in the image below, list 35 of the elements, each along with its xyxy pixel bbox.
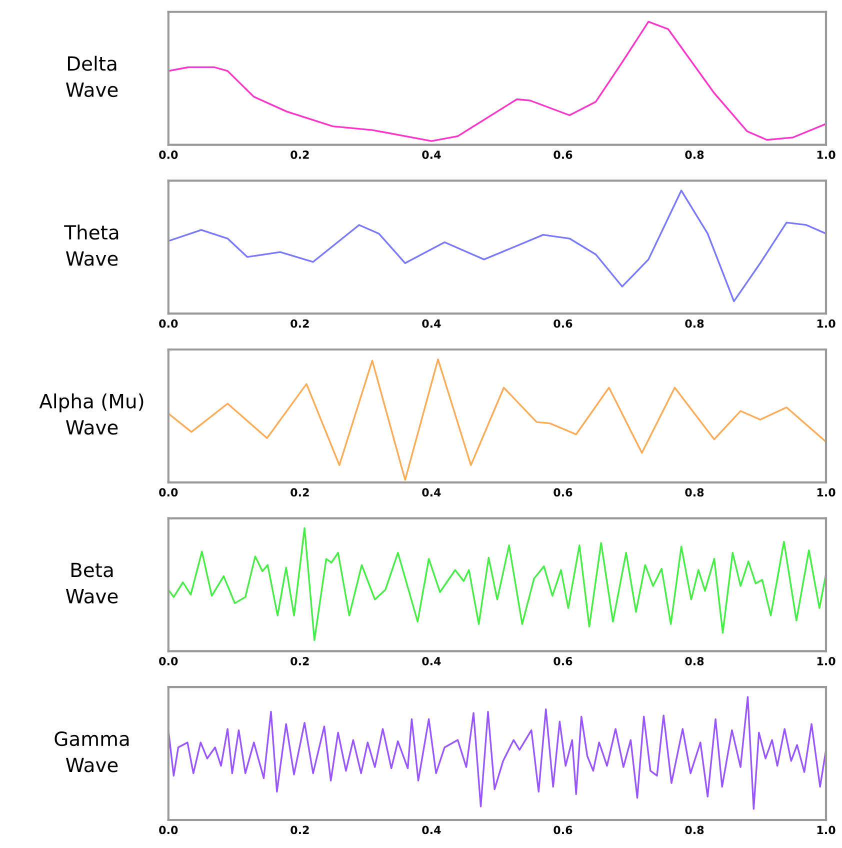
x-tick-label: 1.0: [817, 150, 836, 159]
x-tick-label: 0.2: [290, 656, 309, 666]
x-tick-label: 0.8: [685, 319, 704, 328]
y-axis-title: Alpha (Mu) Wave: [39, 393, 144, 435]
x-tick-label: 0.6: [554, 319, 572, 328]
x-tick-label: 0.2: [290, 488, 309, 497]
x-tick-label: 0.6: [554, 488, 572, 497]
x-tick-label: 1.0: [817, 488, 836, 497]
x-tick-label: 0.4: [422, 319, 441, 328]
x-tick-label: 0.6: [554, 826, 572, 834]
x-tick-label: 0.4: [422, 656, 441, 666]
x-tick-label: 0.2: [290, 319, 309, 328]
x-tick-label: 1.0: [817, 656, 836, 666]
y-axis-title: Beta Wave: [66, 562, 118, 604]
x-tick-label: 1.0: [817, 826, 836, 834]
x-tick-label: 0.0: [159, 319, 178, 328]
x-tick-label: 0.0: [159, 826, 178, 834]
x-tick-label: 0.8: [685, 488, 704, 497]
x-tick-label: 0.8: [685, 150, 704, 159]
x-tick-label: 0.8: [685, 656, 704, 666]
x-tick-label: 0.2: [290, 150, 309, 159]
y-axis-title: Theta Wave: [64, 224, 118, 266]
x-tick-label: 0.8: [685, 826, 704, 834]
x-tick-label: 0.4: [422, 150, 441, 159]
x-tick-label: 0.6: [554, 656, 572, 666]
y-axis-title: Delta Wave: [66, 56, 118, 98]
x-tick-label: 0.6: [554, 150, 572, 159]
x-tick-label: 1.0: [817, 319, 836, 328]
x-tick-label: 0.2: [290, 826, 309, 834]
x-tick-label: 0.0: [159, 150, 178, 159]
y-axis-title: Gamma Wave: [54, 731, 129, 772]
x-tick-label: 0.4: [422, 826, 441, 834]
x-tick-label: 0.0: [159, 488, 178, 497]
x-tick-label: 0.0: [159, 656, 178, 666]
x-tick-label: 0.4: [422, 488, 441, 497]
